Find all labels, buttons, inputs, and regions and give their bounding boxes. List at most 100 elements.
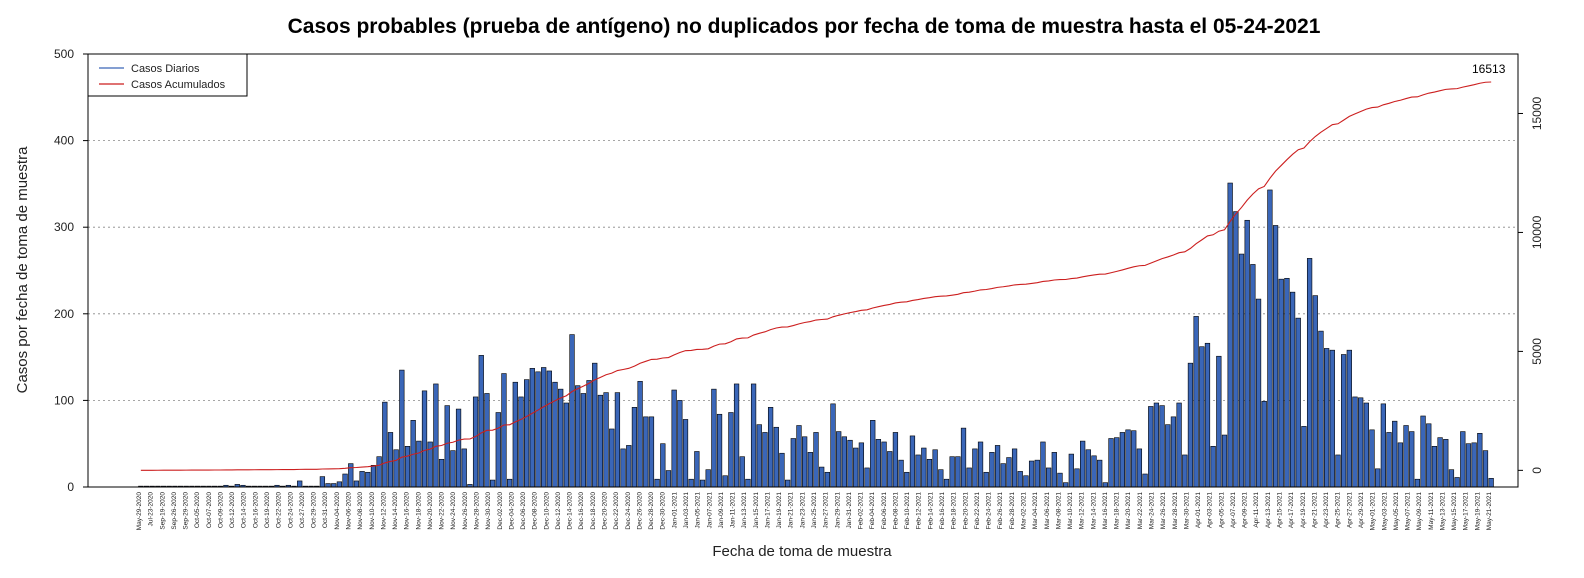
x-tick-label: Jan-29-2021 — [834, 492, 841, 529]
x-tick-label: May-13-2021 — [1439, 492, 1446, 531]
bar — [438, 458, 445, 488]
bar — [972, 448, 978, 488]
x-tick-label: Oct-05-2020 — [194, 492, 201, 529]
bar — [654, 478, 660, 488]
x-tick-label: Apr-05-2021 — [1218, 492, 1225, 529]
bar — [297, 480, 303, 488]
bar — [682, 419, 689, 488]
bar — [643, 416, 649, 488]
bar — [1267, 189, 1273, 488]
bar — [631, 407, 638, 488]
bar — [1363, 402, 1369, 488]
bar — [1136, 448, 1143, 488]
bar — [728, 412, 734, 488]
bar — [1465, 443, 1472, 488]
bar — [1460, 431, 1466, 488]
x-tick-label: Feb-02-2021 — [858, 492, 865, 530]
x-tick-label: Feb-22-2021 — [974, 492, 981, 530]
x-tick-label: Jan-01-2021 — [671, 492, 678, 529]
bar — [847, 439, 853, 488]
bar — [1063, 482, 1069, 488]
bar — [1306, 258, 1313, 488]
x-tick-label: Feb-10-2021 — [904, 492, 911, 530]
bar — [881, 441, 887, 488]
x-tick-label: Feb-26-2021 — [997, 492, 1004, 530]
bar — [1426, 423, 1432, 488]
bar — [1199, 346, 1205, 488]
x-tick-label: Mar-26-2021 — [1160, 492, 1167, 530]
x-tick-label: Nov-24-2020 — [450, 492, 457, 530]
bar — [1386, 432, 1392, 488]
bar — [1488, 478, 1494, 488]
x-tick-label: Feb-28-2021 — [1009, 492, 1016, 530]
x-tick-label: Mar-10-2021 — [1067, 492, 1074, 530]
bar — [1142, 473, 1148, 488]
x-tick-label: Dec-28-2020 — [648, 492, 655, 530]
x-tick-label: Nov-26-2020 — [462, 492, 469, 530]
bar — [512, 381, 518, 488]
x-tick-label: Oct-16-2020 — [252, 492, 259, 529]
x-tick-label: Mar-12-2021 — [1079, 492, 1086, 530]
x-tick-label: Jan-23-2021 — [799, 492, 806, 529]
bar — [1477, 433, 1483, 488]
bar — [779, 452, 785, 488]
x-tick-label: Apr-03-2021 — [1207, 492, 1214, 529]
x-tick-label: Feb-12-2021 — [916, 492, 923, 530]
y2-tick-label: 15000 — [1530, 96, 1544, 130]
x-tick-label: Apr-19-2021 — [1300, 492, 1307, 529]
bar — [433, 383, 439, 488]
x-tick-label: Nov-22-2020 — [439, 492, 446, 530]
x-tick-label: Jan-05-2021 — [695, 492, 702, 529]
x-tick-label: Nov-16-2020 — [404, 492, 411, 530]
x-tick-label: Dec-30-2020 — [660, 492, 667, 530]
legend-box — [87, 53, 248, 97]
y-tick-label: 500 — [54, 47, 74, 61]
bar — [909, 435, 916, 488]
bar — [938, 469, 944, 488]
bar — [484, 393, 490, 488]
bar — [1091, 455, 1097, 488]
bar — [1454, 477, 1460, 488]
bar — [1443, 439, 1449, 488]
bar — [830, 403, 836, 488]
x-tick-label: May-29-2020 — [136, 492, 143, 531]
bar — [478, 355, 484, 488]
bar — [1397, 442, 1404, 488]
x-tick-label: Apr-15-2021 — [1277, 492, 1284, 529]
bar — [450, 450, 456, 488]
legend-label-cumulative: Casos Acumulados — [131, 79, 226, 91]
bar — [1131, 430, 1137, 488]
bar — [705, 469, 711, 488]
x-tick-label: Jan-09-2021 — [718, 492, 725, 529]
bar — [319, 476, 326, 488]
bar — [1284, 277, 1290, 488]
bar — [699, 479, 706, 488]
bar — [1006, 457, 1012, 488]
x-tick-label: Apr-13-2021 — [1265, 492, 1272, 529]
x-tick-label: Jan-27-2021 — [823, 492, 830, 529]
bar — [802, 436, 808, 488]
bar — [1193, 316, 1199, 488]
x-tick-label: Mar-20-2021 — [1125, 492, 1132, 530]
y-tick-label: 0 — [67, 480, 74, 494]
x-tick-label: Oct-22-2020 — [276, 492, 283, 529]
bar — [767, 407, 774, 488]
bar — [1329, 349, 1335, 488]
bar — [331, 483, 337, 488]
bar — [558, 388, 564, 488]
x-tick-label: Mar-06-2021 — [1044, 492, 1051, 530]
bar — [665, 470, 672, 488]
bar — [960, 427, 967, 488]
bar — [1176, 402, 1182, 488]
bar — [694, 451, 700, 488]
x-tick-label: Feb-20-2021 — [962, 492, 969, 530]
bar — [461, 448, 467, 488]
bar — [1272, 225, 1279, 488]
legend-label-daily: Casos Diarios — [131, 63, 200, 75]
bar — [989, 452, 995, 488]
bar — [353, 480, 360, 488]
x-tick-label: Feb-08-2021 — [892, 492, 899, 530]
bar — [1210, 445, 1216, 488]
bar — [575, 385, 581, 488]
